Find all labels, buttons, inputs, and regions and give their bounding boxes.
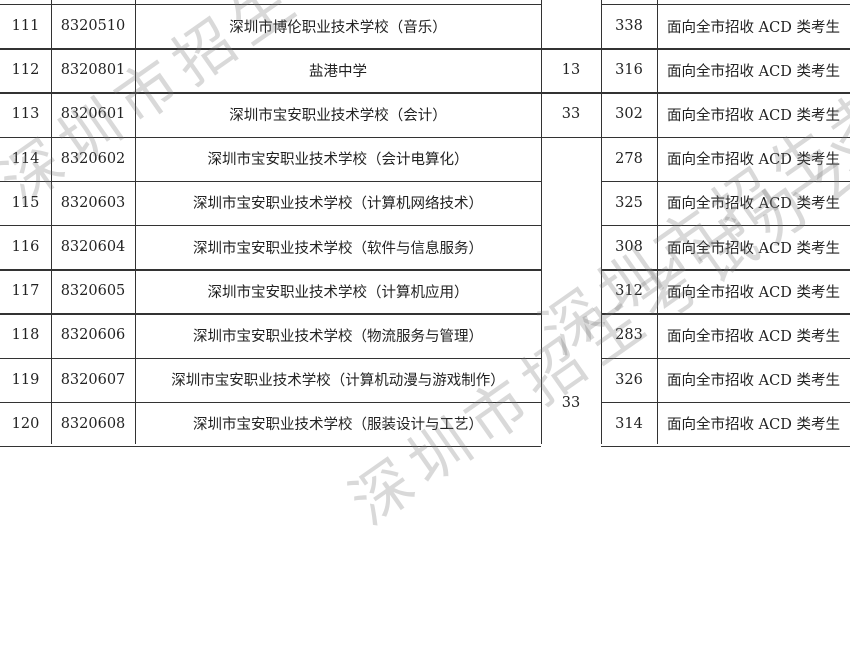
- cell-score: 278: [615, 150, 643, 167]
- row-border: [601, 180, 850, 183]
- table-row: 118 8320606 深圳市宝安职业技术学校（物流服务与管理） 283 面向全市招收 …: [0, 313, 850, 357]
- row-border: [0, 136, 850, 138]
- row-border: [0, 180, 541, 183]
- cell-score: 316: [615, 62, 643, 79]
- table-row: 117 8320605 深圳市宝安职业技术学校（计算机应用） 312 面向全市招收 AC…: [0, 269, 850, 313]
- cell-score: 308: [615, 239, 643, 256]
- cell-code: 8320602: [60, 150, 126, 167]
- row-border: [0, 446, 541, 448]
- row-border: [601, 446, 850, 448]
- cell-note: 面向全市招收 ACD 类考生: [667, 196, 840, 213]
- cell-note: 面向全市招收 ACD 类考生: [667, 240, 840, 257]
- cell-seq: 113: [11, 106, 40, 123]
- cell-note: 面向全市招收 ACD 类考生: [667, 63, 840, 80]
- cell-code: 8320607: [60, 371, 126, 388]
- row-border: [601, 269, 850, 271]
- cell-seq: 114: [11, 150, 40, 167]
- row-border: [0, 357, 541, 359]
- row-border: [601, 313, 850, 315]
- cell-school: 深圳市宝安职业技术学校（会计）: [229, 107, 447, 124]
- cell-score: 314: [615, 415, 643, 432]
- cell-seq: 119: [11, 371, 40, 388]
- cell-note: 面向全市招收 ACD 类考生: [667, 19, 840, 36]
- cell-code: 8320601: [60, 106, 126, 123]
- column-border: [657, 0, 659, 444]
- table-row: 119 8320607 深圳市宝安职业技术学校（计算机动漫与游戏制作） 326 面向全市…: [0, 358, 850, 402]
- cell-note: 面向全市招收 ACD 类考生: [667, 417, 840, 434]
- table-row: 116 8320604 深圳市宝安职业技术学校（软件与信息服务） 308 面向全市招收 …: [0, 225, 850, 269]
- cell-school: 深圳市宝安职业技术学校（软件与信息服务）: [193, 240, 483, 257]
- cell-seq: 111: [11, 18, 40, 35]
- cell-code: 8320606: [60, 327, 126, 344]
- cell-school: 深圳市博伦职业技术学校（音乐）: [229, 19, 447, 36]
- cell-school: 深圳市宝安职业技术学校（计算机网络技术）: [193, 196, 483, 213]
- row-border: [601, 4, 850, 6]
- cell-count: 13: [561, 62, 581, 79]
- cell-code: 8320604: [60, 239, 126, 256]
- cell-code: 8320603: [60, 194, 126, 211]
- cell-note: 面向全市招收 ACD 类考生: [667, 107, 840, 124]
- cell-score: 283: [615, 327, 643, 344]
- cell-score: 312: [615, 283, 643, 300]
- table-row: 114 8320602 深圳市宝安职业技术学校（会计电算化） 278 面向全市招收 AC…: [0, 137, 850, 181]
- cell-note: 面向全市招收 ACD 类考生: [667, 373, 840, 390]
- table-row: 120 8320608 深圳市宝安职业技术学校（服装设计与工艺） 314 面向全市招收 …: [0, 402, 850, 446]
- cell-seq: 112: [11, 62, 40, 79]
- cell-school: 深圳市宝安职业技术学校（计算机动漫与游戏制作）: [171, 373, 505, 390]
- cell-note: 面向全市招收 ACD 类考生: [667, 152, 840, 169]
- cell-school: 深圳市宝安职业技术学校（物流服务与管理）: [193, 328, 483, 345]
- row-border: [601, 401, 850, 404]
- column-border: [51, 0, 53, 444]
- cell-code: 8320510: [60, 18, 126, 35]
- cell-school: 深圳市宝安职业技术学校（服装设计与工艺）: [193, 417, 483, 434]
- cell-seq: 117: [11, 283, 40, 300]
- row-border: [601, 225, 850, 227]
- cell-score: 325: [615, 194, 643, 211]
- cell-note: 面向全市招收 ACD 类考生: [667, 328, 840, 345]
- row-border: [0, 401, 541, 404]
- cell-school: 盐港中学: [309, 63, 367, 80]
- row-border: [601, 357, 850, 359]
- cell-score: 326: [615, 371, 643, 388]
- cell-seq: 118: [11, 327, 40, 344]
- column-border: [135, 0, 137, 444]
- table-row: 112 8320801 盐港中学 316 面向全市招收 ACD 类考生: [0, 48, 850, 92]
- cell-score: 338: [615, 18, 643, 35]
- cell-code: 8320605: [60, 283, 126, 300]
- row-border: [0, 92, 850, 94]
- cell-school: 深圳市宝安职业技术学校（会计电算化）: [207, 152, 469, 169]
- cell-seq: 116: [11, 239, 40, 256]
- row-border: [0, 48, 850, 50]
- row-border: [0, 225, 541, 227]
- cell-count: 33: [561, 394, 581, 411]
- row-border: [0, 313, 541, 315]
- cell-seq: 115: [11, 194, 40, 211]
- table-row: 111 8320510 深圳市博伦职业技术学校（音乐） 338 面向全市招收 ACD 类…: [0, 4, 850, 48]
- cell-code: 8320801: [60, 62, 126, 79]
- cell-code: 8320608: [60, 415, 126, 432]
- cell-score: 302: [615, 106, 643, 123]
- table-row: 113 8320601 深圳市宝安职业技术学校（会计） 302 面向全市招收 ACD 类…: [0, 92, 850, 136]
- cell-note: 面向全市招收 ACD 类考生: [667, 284, 840, 301]
- column-border: [601, 0, 603, 444]
- row-border: [0, 4, 541, 6]
- table-row: 115 8320603 深圳市宝安职业技术学校（计算机网络技术） 325 面向全市招收 …: [0, 181, 850, 225]
- cell-seq: 120: [11, 415, 40, 432]
- column-border: [541, 0, 543, 444]
- cell-count: 33: [561, 106, 581, 123]
- admission-table: 111 8320510 深圳市博伦职业技术学校（音乐） 338 面向全市招收 ACD 类…: [0, 0, 850, 448]
- row-border: [0, 269, 541, 271]
- cell-school: 深圳市宝安职业技术学校（计算机应用）: [207, 284, 469, 301]
